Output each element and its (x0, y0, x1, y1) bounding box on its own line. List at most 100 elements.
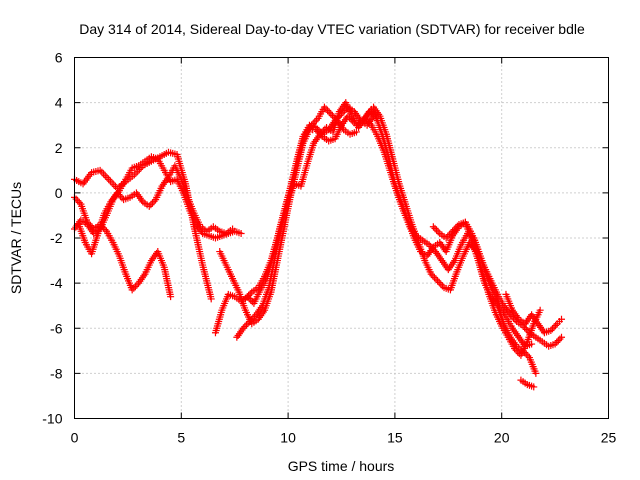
x-tick-label: 0 (71, 430, 79, 446)
data-point (327, 110, 335, 118)
data-point (312, 116, 320, 124)
data-point (98, 168, 106, 176)
data-point (244, 319, 252, 327)
data-point (548, 325, 556, 333)
data-point (134, 167, 142, 175)
data-point (434, 228, 442, 236)
data-point (364, 118, 372, 126)
data-point (536, 306, 544, 314)
data-point (427, 242, 435, 250)
data-point (558, 315, 566, 323)
data-point (361, 114, 369, 122)
data-point (444, 232, 452, 240)
data-point (435, 279, 443, 287)
data-point (550, 323, 558, 331)
data-point (428, 244, 436, 252)
data-point (116, 192, 124, 200)
x-tick-label: 20 (494, 430, 510, 446)
y-tick-label: -6 (50, 320, 63, 336)
data-point (511, 345, 519, 353)
data-point (103, 174, 111, 182)
series-track (370, 103, 544, 359)
data-point (246, 290, 254, 298)
chart-title: Day 314 of 2014, Sidereal Day-to-day VTE… (79, 21, 585, 37)
y-tick-label: 6 (55, 50, 63, 66)
data-point (547, 327, 555, 335)
y-tick-label: 4 (55, 95, 63, 111)
data-point (449, 227, 457, 235)
data-point (552, 321, 560, 329)
data-point (113, 189, 121, 197)
data-point (554, 337, 562, 345)
data-point (430, 273, 438, 281)
data-point (450, 226, 458, 234)
data-point (241, 295, 249, 303)
data-point (239, 324, 247, 332)
data-point (432, 275, 440, 283)
data-point (437, 280, 445, 288)
data-point (429, 223, 437, 231)
data-point (150, 197, 158, 205)
data-point (130, 284, 138, 292)
data-point (229, 225, 237, 233)
data-point (532, 369, 540, 377)
data-point (128, 286, 136, 294)
data-point (427, 270, 435, 278)
data-point (105, 175, 113, 183)
data-point (522, 350, 530, 358)
data-point (315, 127, 323, 135)
data-point (72, 195, 80, 203)
data-point (429, 272, 437, 280)
data-point (352, 128, 360, 136)
data-point (147, 201, 155, 209)
data-point (530, 383, 538, 391)
data-point (249, 314, 257, 322)
data-point (442, 234, 450, 242)
data-point (433, 226, 441, 234)
data-point (245, 292, 253, 300)
data-point (75, 198, 83, 206)
data-point (366, 119, 374, 127)
data-point (148, 199, 156, 207)
data-point (334, 113, 342, 121)
data-point (445, 231, 453, 239)
data-point (237, 229, 245, 237)
data-point (431, 224, 439, 232)
plot-frame (74, 57, 609, 419)
data-point (425, 241, 433, 249)
data-point (434, 277, 442, 285)
data-point (341, 107, 349, 115)
y-tick-label: -2 (50, 230, 63, 246)
series-track (502, 290, 566, 337)
data-point (74, 197, 82, 205)
data-point (524, 327, 532, 335)
data-point (324, 107, 332, 115)
data-point (243, 293, 251, 301)
data-point (108, 179, 116, 187)
data-point (338, 110, 345, 118)
series-track (75, 162, 237, 258)
x-tick-label: 5 (177, 430, 185, 446)
data-point (145, 202, 153, 210)
x-tick-label: 15 (387, 430, 403, 446)
data-point (331, 117, 339, 125)
series-track (429, 218, 566, 350)
data-point (551, 340, 559, 348)
x-axis-title: GPS time / hours (288, 458, 395, 474)
data-point (524, 352, 532, 360)
data-point (106, 177, 114, 185)
data-point (247, 296, 255, 304)
data-point (241, 323, 249, 331)
data-point (313, 125, 321, 133)
y-axis-title: SDTVAR / TECUs (8, 182, 24, 294)
data-point (336, 112, 344, 120)
series-track (71, 193, 175, 301)
data-point (325, 108, 333, 116)
series-group (71, 99, 566, 391)
data-point (322, 105, 330, 113)
data-point (320, 103, 328, 111)
data-point (333, 115, 341, 123)
data-point (363, 116, 371, 124)
y-tick-label: 2 (55, 140, 63, 156)
